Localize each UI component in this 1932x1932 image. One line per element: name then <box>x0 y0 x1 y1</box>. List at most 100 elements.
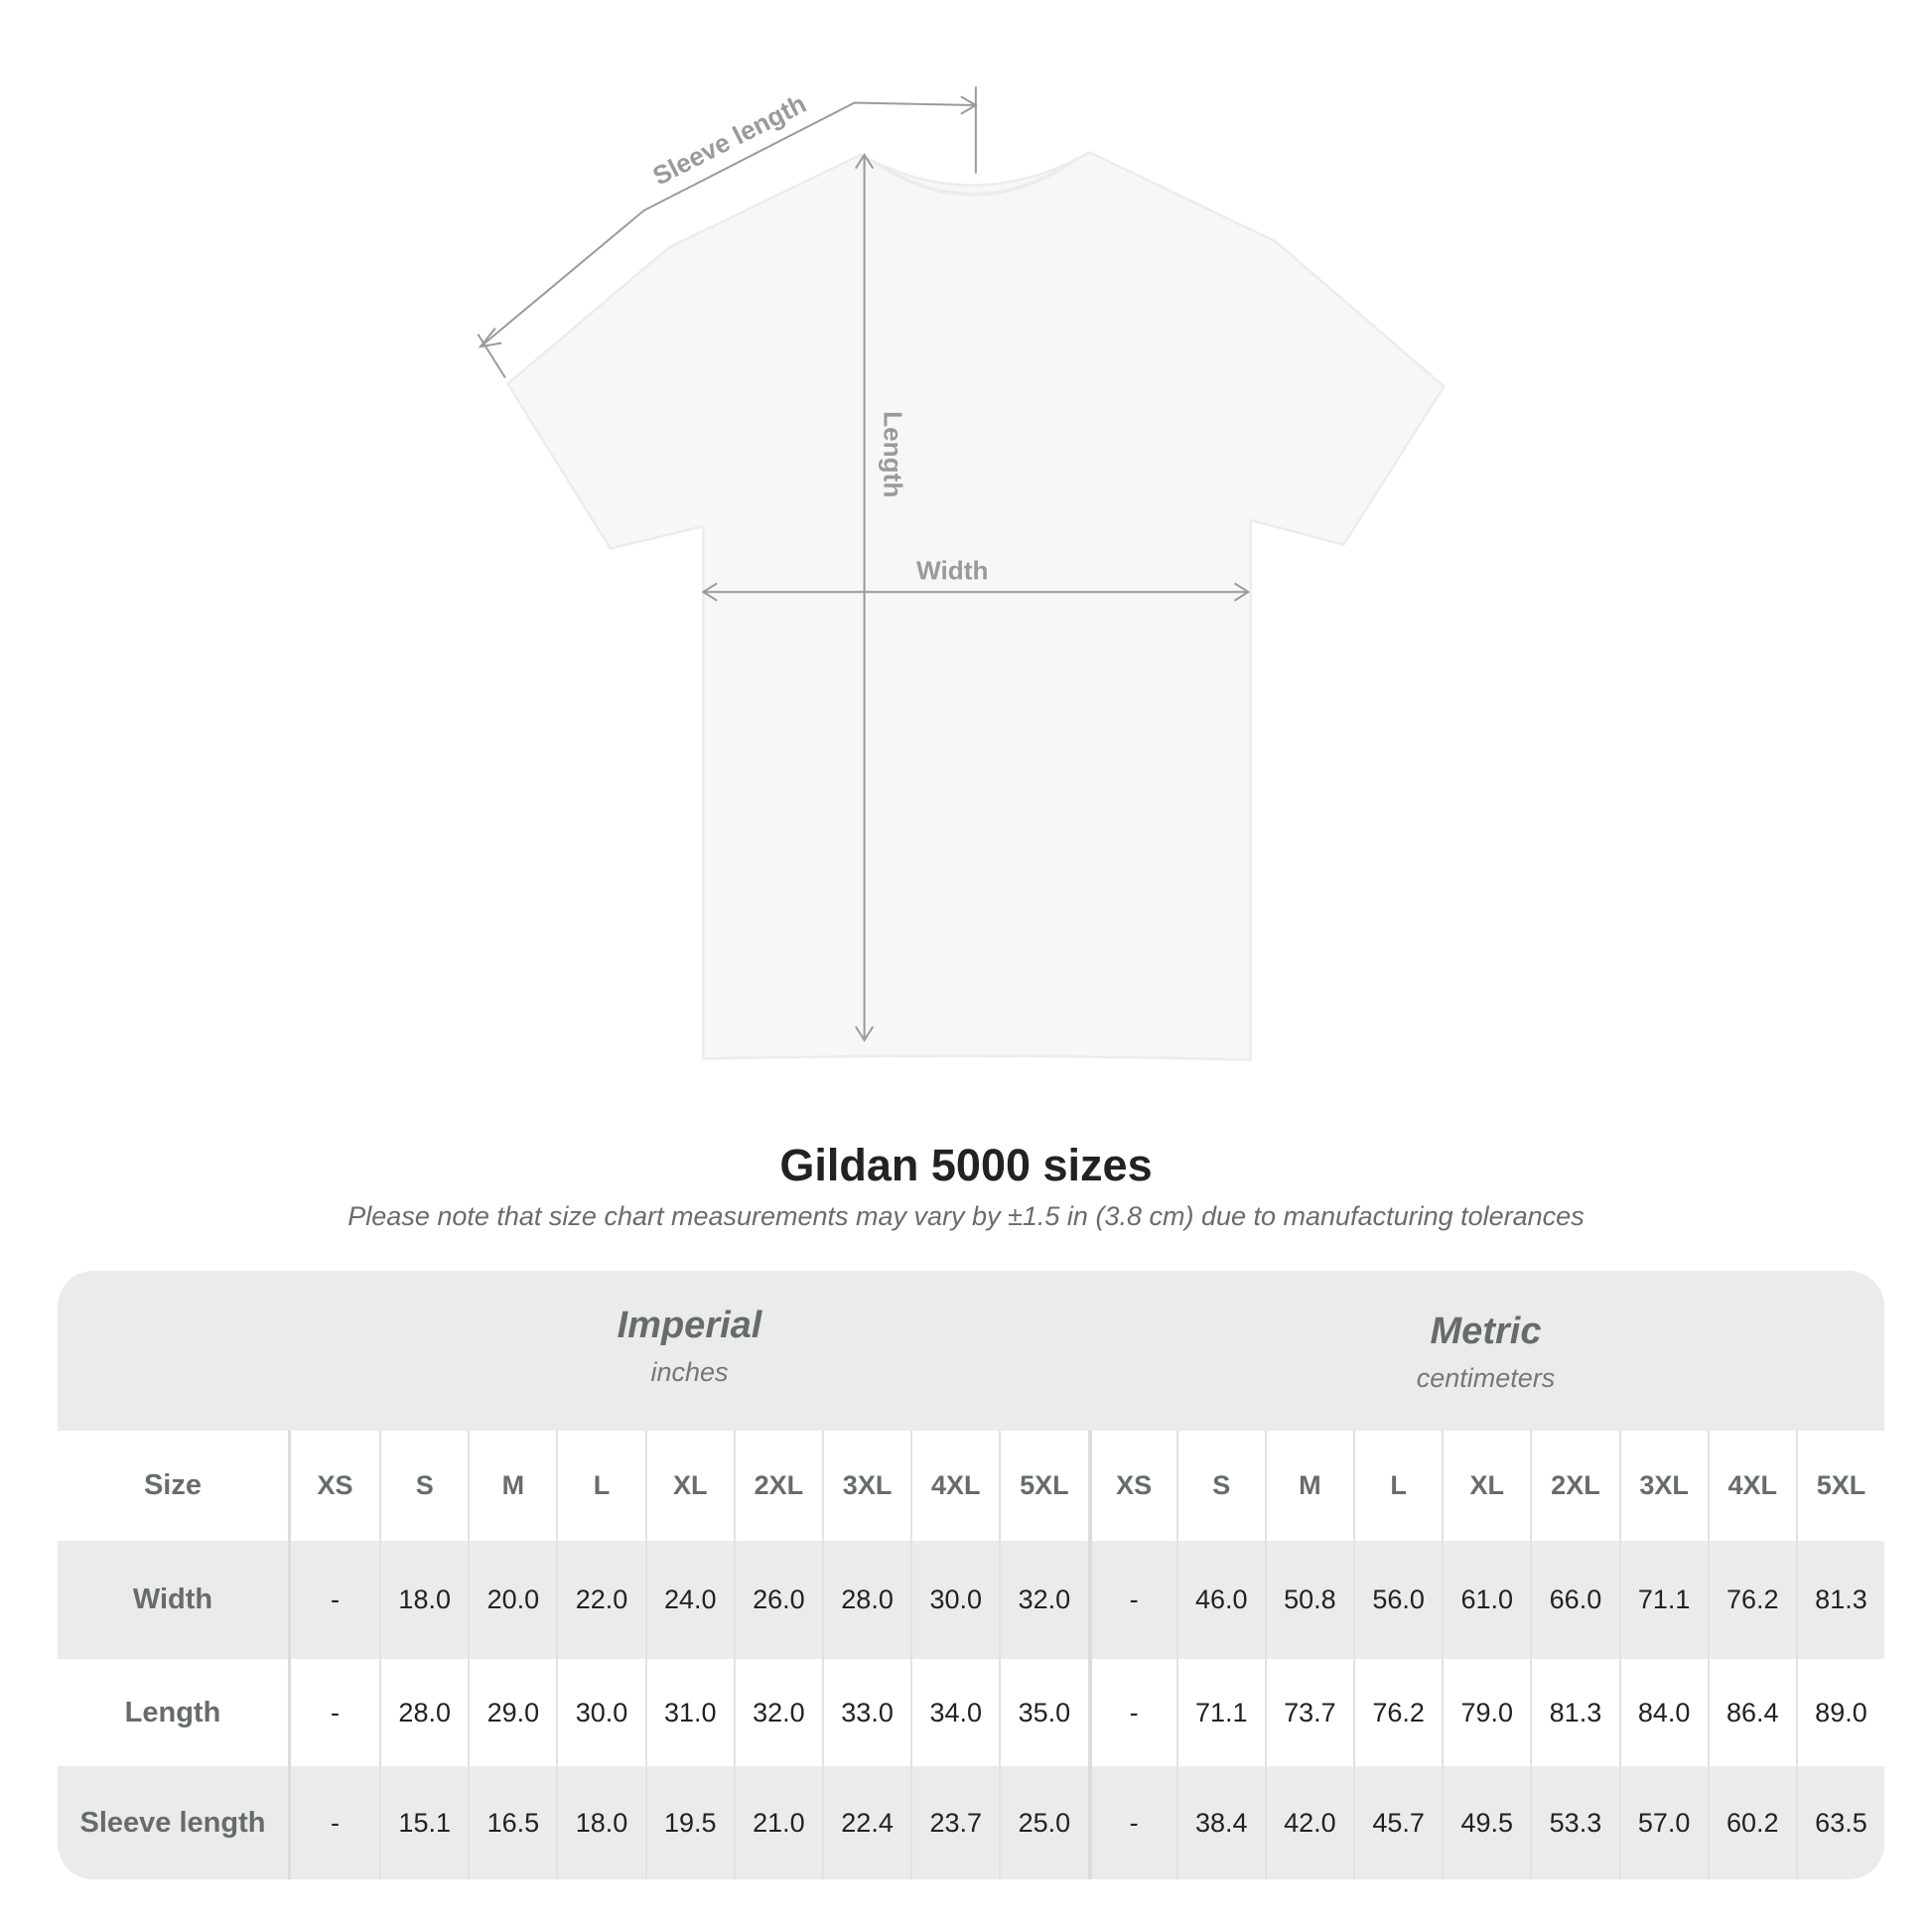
size-column-header: M <box>1264 1431 1353 1541</box>
size-chart-table: Imperial inches Metric centimeters Size X… <box>58 1271 1884 1879</box>
size-column-header: M <box>468 1431 556 1541</box>
table-cell: 22.4 <box>821 1766 910 1879</box>
size-header-row: Size XS S M L XL 2XL 3XL 4XL 5XL XS S M L XL 2XL 3XL 4XL 5… <box>58 1431 1884 1541</box>
table-cell: 76.2 <box>1353 1659 1442 1766</box>
table-cell: 63.5 <box>1795 1766 1884 1879</box>
sleeve-arrow-icon <box>478 327 502 348</box>
table-cell: 21.0 <box>733 1766 822 1879</box>
table-cell: 24.0 <box>644 1541 734 1659</box>
table-row: Length -28.0 29.0 30.0 31.0 32.0 33.0 34.0 35.0-… <box>58 1659 1884 1766</box>
sleeve-length-label: Sleeve length <box>648 88 811 191</box>
table-cell: 35.0 <box>999 1659 1087 1766</box>
table-cell: 19.5 <box>644 1766 734 1879</box>
table-cell: 79.0 <box>1442 1659 1530 1766</box>
table-cell: 81.3 <box>1795 1541 1884 1659</box>
table-cell: 33.0 <box>821 1659 910 1766</box>
imperial-label: Imperial <box>617 1305 762 1346</box>
table-cell: 46.0 <box>1175 1541 1265 1659</box>
sleeve-tick-left <box>477 334 506 378</box>
table-cell: 76.2 <box>1707 1541 1796 1659</box>
table-cell: 32.0 <box>733 1659 822 1766</box>
tshirt-diagram: Sleeve length Length Width <box>477 86 1446 1061</box>
metric-unit: centimeters <box>1416 1363 1556 1393</box>
table-cell: 34.0 <box>910 1659 999 1766</box>
table-cell: 30.0 <box>556 1659 644 1766</box>
table-cell: 20.0 <box>468 1541 556 1659</box>
size-column-header: XL <box>1442 1431 1530 1541</box>
table-cell: 45.7 <box>1353 1766 1442 1879</box>
table-cell: 28.0 <box>821 1541 910 1659</box>
table-row: Sleeve length - 15.1 16.5 18.0 19.5 21.0 22.4 23… <box>58 1766 1884 1879</box>
size-column-header: XS <box>1087 1431 1176 1541</box>
imperial-header: Imperial inches <box>291 1271 1088 1431</box>
length-label: Length <box>879 411 908 497</box>
table-cell: 86.4 <box>1707 1659 1796 1766</box>
table-cell: 71.1 <box>1175 1659 1265 1766</box>
length-arrow-top-icon <box>855 153 875 170</box>
row-label: Sleeve length <box>58 1766 291 1879</box>
table-cell: 23.7 <box>910 1766 999 1879</box>
width-label: Width <box>916 556 988 586</box>
size-column-header: L <box>1353 1431 1442 1541</box>
table-cell: 38.4 <box>1175 1766 1265 1879</box>
table-cell: 28.0 <box>379 1659 468 1766</box>
size-column-header: 2XL <box>1530 1431 1618 1541</box>
tshirt-shape <box>505 151 1446 1061</box>
size-column-header: S <box>1175 1431 1265 1541</box>
table-cell: 18.0 <box>379 1541 468 1659</box>
table-cell: 84.0 <box>1618 1659 1708 1766</box>
table-cell: 56.0 <box>1353 1541 1442 1659</box>
table-cell: 42.0 <box>1264 1766 1353 1879</box>
table-cell: 57.0 <box>1618 1766 1708 1879</box>
sleeve-arrow-right-icon <box>960 95 978 115</box>
metric-header: Metric centimeters <box>1087 1271 1884 1431</box>
width-arrow-right-icon <box>1234 582 1251 602</box>
size-column-header: 5XL <box>999 1431 1087 1541</box>
table-cell: 66.0 <box>1530 1541 1618 1659</box>
size-column-header: 2XL <box>733 1431 822 1541</box>
table-cell: 26.0 <box>733 1541 822 1659</box>
row-label: Width <box>58 1541 291 1659</box>
table-row: Width -18.0 20.0 22.0 24.0 26.0 28.0 30.0 32.0-4… <box>58 1541 1884 1659</box>
width-arrow-left-icon <box>701 582 718 602</box>
size-column-header: 5XL <box>1795 1431 1884 1541</box>
table-cell: 89.0 <box>1795 1659 1884 1766</box>
table-cell: 18.0 <box>556 1766 644 1879</box>
table-cell: - <box>331 1807 341 1838</box>
table-cell: 16.5 <box>468 1766 556 1879</box>
table-cell: - <box>1087 1541 1176 1659</box>
collar-seam <box>872 157 1079 197</box>
sleeve-length-line <box>480 101 976 348</box>
tolerance-note: Please note that size chart measurements… <box>347 1201 1585 1231</box>
table-cell: 22.0 <box>556 1541 644 1659</box>
size-column-header: 3XL <box>1618 1431 1708 1541</box>
table-cell: 71.1 <box>1618 1541 1708 1659</box>
table-cell: 81.3 <box>1530 1659 1618 1766</box>
table-cell: 30.0 <box>910 1541 999 1659</box>
table-cell: 73.7 <box>1264 1659 1353 1766</box>
table-cell: 15.1 <box>379 1766 468 1879</box>
table-cell: 61.0 <box>1442 1541 1530 1659</box>
length-arrow-bottom-icon <box>855 1026 875 1042</box>
table-cell: 50.8 <box>1264 1541 1353 1659</box>
table-cell: - <box>331 1697 341 1727</box>
row-label: Size <box>58 1431 291 1541</box>
table-cell: 49.5 <box>1442 1766 1530 1879</box>
size-column-header: L <box>556 1431 644 1541</box>
size-column-header: XL <box>644 1431 734 1541</box>
table-cell: 25.0 <box>999 1766 1087 1879</box>
size-column-header: S <box>379 1431 468 1541</box>
table-cell: 29.0 <box>468 1659 556 1766</box>
size-column-header: XS <box>317 1470 353 1500</box>
table-cell: 60.2 <box>1707 1766 1796 1879</box>
size-column-header: 4XL <box>910 1431 999 1541</box>
table-cell: - <box>331 1585 341 1614</box>
table-cell: 53.3 <box>1530 1766 1618 1879</box>
size-column-header: 4XL <box>1707 1431 1796 1541</box>
size-column-header: 3XL <box>821 1431 910 1541</box>
metric-label: Metric <box>1430 1311 1542 1352</box>
table-cell: 31.0 <box>644 1659 734 1766</box>
page-title: Gildan 5000 sizes <box>779 1140 1153 1190</box>
row-label: Length <box>58 1659 291 1766</box>
table-cell: - <box>1087 1659 1176 1766</box>
